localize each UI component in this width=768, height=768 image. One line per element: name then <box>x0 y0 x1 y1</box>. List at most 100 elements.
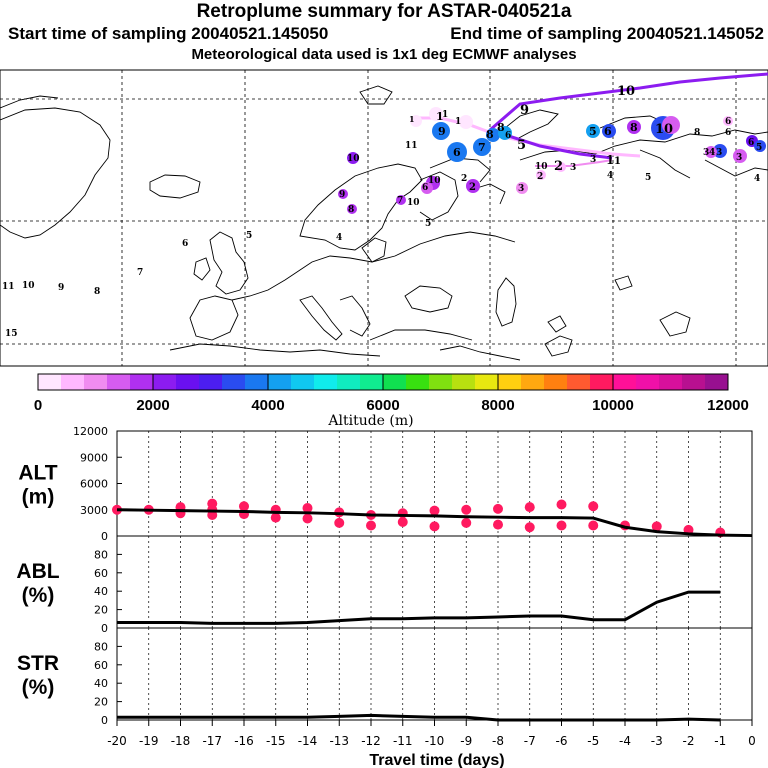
map-label: 4 <box>754 174 760 184</box>
coastlines <box>0 85 768 361</box>
colorbar-cell <box>659 374 683 390</box>
map-label: 1 <box>409 114 415 124</box>
traj-point <box>556 162 566 172</box>
colorbar-cell <box>705 374 729 390</box>
map-gridlines <box>0 70 768 366</box>
y-tick-label: 6000 <box>80 478 108 491</box>
alt-panel: 0 3000 6000 9000 12000 ALT(m) <box>18 425 753 543</box>
colorbar-cell <box>107 374 131 390</box>
str-series-line <box>117 713 721 722</box>
map-label: 8 <box>630 121 638 134</box>
colorbar-cell <box>38 374 62 390</box>
travel-time-axis: -20 -19 -18 -17 -16 -15 -14 -13 -12 -11 -10 -9 -8 -7-… <box>107 720 756 748</box>
map-label: 4 <box>336 233 342 243</box>
map-label: 10 <box>617 84 635 99</box>
traj-point <box>347 204 357 214</box>
map-label: 1 <box>614 156 621 167</box>
map-label: 6 <box>725 128 731 138</box>
traj-point <box>733 149 747 163</box>
alt-data-point <box>588 520 599 531</box>
alt-data-point <box>302 513 313 524</box>
colorbar-frame <box>37 373 729 391</box>
traj-point <box>338 189 348 199</box>
trajectory-lines <box>412 72 768 167</box>
y-axis-label: ABL <box>16 560 59 583</box>
map-label: 10 <box>22 281 35 291</box>
map-label: 9 <box>438 125 446 138</box>
colorbar-cell <box>452 374 476 390</box>
map-label: 8 <box>497 121 505 134</box>
map-label: 15 <box>5 329 18 339</box>
alt-median-line <box>116 508 753 538</box>
map-label: 10 <box>428 176 441 186</box>
traj-point <box>459 115 473 129</box>
colorbar-tick-label: 0 <box>34 397 42 414</box>
colorbar-cell <box>475 374 499 390</box>
alt-data-point <box>239 501 249 512</box>
colorbar-cell <box>199 374 223 390</box>
map-label: 4 <box>607 171 613 181</box>
map-label: 3 <box>518 184 524 194</box>
colorbar-cell <box>498 374 522 390</box>
map-label: 10 <box>535 162 548 172</box>
map-label: 3 <box>716 148 722 158</box>
colorbar-cell <box>521 374 545 390</box>
map-label: 6 <box>182 239 188 249</box>
alt-data-point <box>524 502 535 513</box>
end-time-label: End time of sampling 20040521.145052 <box>450 24 764 43</box>
y-axis-label: (%) <box>22 584 55 607</box>
map-label: 8 <box>94 287 100 297</box>
x-tick-label: -10 <box>425 734 445 748</box>
y-tick-label: 80 <box>94 640 108 653</box>
alt-data-point <box>366 520 376 531</box>
y-tick-label: 20 <box>94 696 108 709</box>
colorbar-cell <box>176 374 200 390</box>
alt-data-point <box>461 517 472 528</box>
colorbar-cell <box>613 374 637 390</box>
x-tick-label: -3 <box>651 734 663 748</box>
colorbar-tick-label: 2000 <box>136 397 169 414</box>
traj-point <box>705 146 717 158</box>
map-label: 5 <box>425 219 431 229</box>
alt-data-point <box>334 517 345 528</box>
map-label: 6 <box>505 131 511 141</box>
traj-point <box>627 120 641 134</box>
y-tick-label: 0 <box>101 714 108 727</box>
traj-point <box>421 182 433 194</box>
colorbar-cell <box>61 374 85 390</box>
colorbar-tick-label: 4000 <box>251 397 284 414</box>
traj-point <box>486 128 500 142</box>
colorbar-cell <box>360 374 384 390</box>
alt-data-point <box>461 504 472 515</box>
y-tick-label: 3000 <box>80 504 108 517</box>
map-label: 9 <box>339 190 345 200</box>
start-time-label: Start time of sampling 20040521.145050 <box>8 24 329 43</box>
traj-point <box>713 144 727 158</box>
traj-point <box>347 152 359 164</box>
x-axis-label: Travel time (days) <box>369 752 504 768</box>
alt-data-point <box>651 521 662 532</box>
alt-data-point <box>556 499 567 510</box>
colorbar-cell <box>245 374 269 390</box>
map-label: 5 <box>589 125 597 138</box>
traj-point <box>396 195 406 205</box>
map-label: 2 <box>554 159 563 174</box>
x-tick-label: 0 <box>748 734 756 748</box>
colorbar-cell <box>429 374 453 390</box>
colorbar-cell <box>153 374 177 390</box>
map-label: 8 <box>694 128 700 138</box>
x-tick-label: -8 <box>492 734 504 748</box>
y-tick-label: 40 <box>94 585 108 598</box>
map-label: 8 <box>486 128 494 141</box>
alt-data-point <box>524 522 535 533</box>
abl-panel: 0 20 40 60 80 ABL(%) <box>16 535 753 635</box>
traj-point <box>586 124 600 138</box>
map-label: 3 <box>570 163 576 173</box>
alt-data-point <box>397 517 408 527</box>
traj-point <box>447 142 467 162</box>
map-label: 5 <box>756 143 762 153</box>
map-label: 7 <box>397 196 403 206</box>
map-label: 6 <box>422 183 428 193</box>
x-tick-label: -7 <box>524 734 536 748</box>
